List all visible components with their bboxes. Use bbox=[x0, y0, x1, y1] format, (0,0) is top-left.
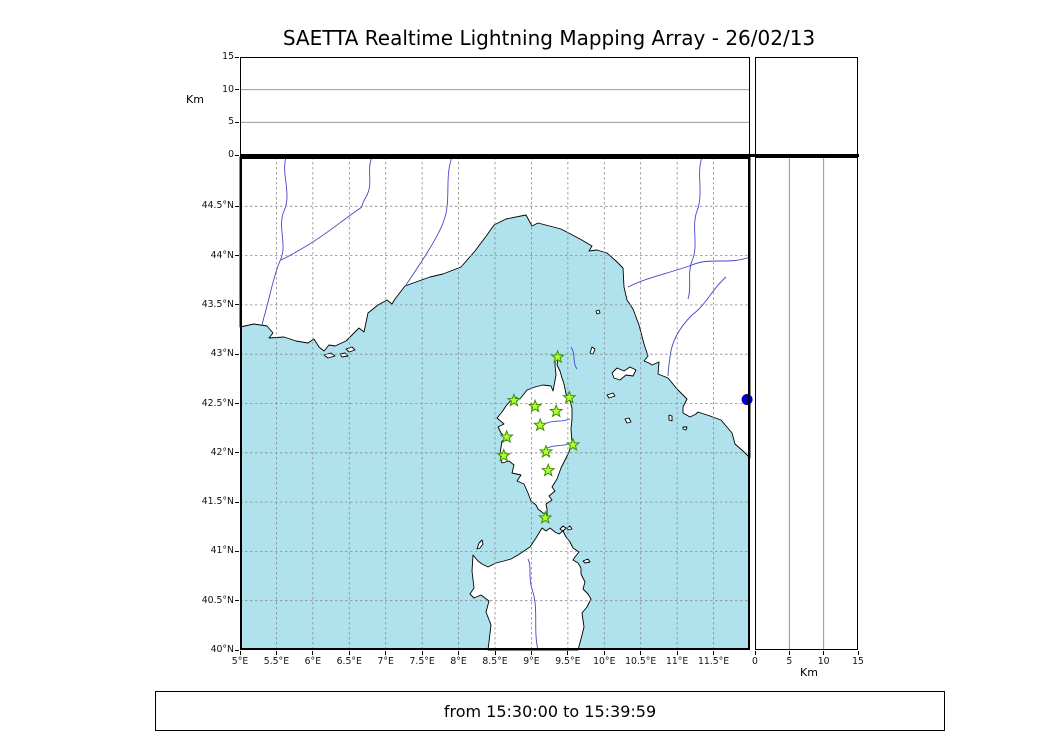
panel-frame bbox=[756, 58, 858, 155]
altitude-tick-mark-bottom bbox=[823, 651, 824, 655]
lat-tick-label: 40.5°N bbox=[162, 595, 234, 607]
lon-tick-mark bbox=[640, 651, 641, 655]
lon-tick-mark bbox=[312, 651, 313, 655]
lon-tick-mark bbox=[422, 651, 423, 655]
lon-tick-label: 10.5°E bbox=[621, 656, 661, 668]
lat-tick-mark bbox=[235, 255, 239, 256]
lon-tick-label: 7.5°E bbox=[402, 656, 442, 668]
gorgona-island bbox=[596, 310, 600, 314]
lon-tick-mark bbox=[713, 651, 714, 655]
lat-tick-mark bbox=[235, 206, 239, 207]
lon-tick-label: 5.5°E bbox=[256, 656, 296, 668]
lon-tick-mark bbox=[604, 651, 605, 655]
altitude-tick-mark-bottom bbox=[789, 651, 790, 655]
lat-tick-label: 41°N bbox=[162, 545, 234, 557]
lon-tick-mark bbox=[385, 651, 386, 655]
panel-frame bbox=[241, 58, 750, 155]
map-panel bbox=[240, 157, 750, 650]
altitude-tick-label-bottom: 5 bbox=[774, 656, 804, 668]
lat-tick-label: 44.5°N bbox=[162, 200, 234, 212]
altitude-tick-label-bottom: 10 bbox=[809, 656, 839, 668]
lat-tick-label: 44°N bbox=[162, 250, 234, 262]
altitude-longitude-panel bbox=[240, 57, 750, 155]
lat-tick-mark bbox=[235, 600, 239, 601]
lat-tick-label: 43.5°N bbox=[162, 299, 234, 311]
giglio-island bbox=[669, 415, 672, 421]
lon-tick-label: 8°E bbox=[439, 656, 479, 668]
lon-tick-mark bbox=[495, 651, 496, 655]
lon-tick-mark bbox=[677, 651, 678, 655]
lat-tick-label: 40°N bbox=[162, 644, 234, 656]
lat-tick-label: 42.5°N bbox=[162, 398, 234, 410]
time-range-text: from 15:30:00 to 15:39:59 bbox=[444, 702, 656, 721]
lon-tick-mark bbox=[349, 651, 350, 655]
altitude-tick-label-bottom: 15 bbox=[843, 656, 873, 668]
lon-tick-label: 8.5°E bbox=[475, 656, 515, 668]
giannutri-island bbox=[683, 427, 687, 430]
lon-tick-label: 7°E bbox=[366, 656, 406, 668]
lat-tick-mark bbox=[235, 403, 239, 404]
lon-tick-label: 6.5°E bbox=[329, 656, 369, 668]
lon-tick-label: 6°E bbox=[293, 656, 333, 668]
lat-tick-mark bbox=[235, 304, 239, 305]
altitude-tick-mark-left bbox=[235, 155, 239, 156]
lat-tick-mark bbox=[235, 650, 239, 651]
altitude-tick-mark-left bbox=[235, 57, 239, 58]
lat-tick-mark bbox=[235, 452, 239, 453]
altitude-tick-mark-left bbox=[235, 89, 239, 90]
altitude-tick-label-left: 0 bbox=[202, 149, 234, 161]
altitude-tick-label-bottom: 0 bbox=[740, 656, 770, 668]
lon-tick-mark bbox=[276, 651, 277, 655]
lightning-mapping-display: SAETTA Realtime Lightning Mapping Array … bbox=[0, 0, 1050, 750]
lon-tick-label: 9.5°E bbox=[548, 656, 588, 668]
page-title: SAETTA Realtime Lightning Mapping Array … bbox=[240, 26, 858, 50]
altitude-tick-label-left: 5 bbox=[202, 116, 234, 128]
lon-tick-label: 11°E bbox=[657, 656, 697, 668]
lon-tick-label: 10°E bbox=[584, 656, 624, 668]
lightning-source-dot bbox=[742, 394, 753, 405]
panel-frame bbox=[756, 158, 858, 650]
lon-tick-mark bbox=[531, 651, 532, 655]
altitude-tick-mark-bottom bbox=[755, 651, 756, 655]
lon-tick-label: 9°E bbox=[511, 656, 551, 668]
altitude-tick-mark-bottom bbox=[858, 651, 859, 655]
lat-tick-label: 43°N bbox=[162, 348, 234, 360]
corner-panel bbox=[755, 57, 858, 155]
lat-tick-mark bbox=[235, 502, 239, 503]
altitude-tick-label-left: 15 bbox=[202, 51, 234, 63]
lon-tick-mark bbox=[567, 651, 568, 655]
lon-tick-label: 5°E bbox=[220, 656, 260, 668]
lon-tick-label: 11.5°E bbox=[694, 656, 734, 668]
lat-tick-mark bbox=[235, 354, 239, 355]
lat-tick-mark bbox=[235, 551, 239, 552]
time-range-box: from 15:30:00 to 15:39:59 bbox=[155, 691, 945, 731]
lat-tick-label: 42°N bbox=[162, 447, 234, 459]
lon-tick-mark bbox=[458, 651, 459, 655]
lat-tick-label: 41.5°N bbox=[162, 496, 234, 508]
frame-divider bbox=[240, 154, 859, 158]
altitude-latitude-panel bbox=[755, 157, 858, 650]
altitude-tick-mark-left bbox=[235, 122, 239, 123]
lon-tick-mark bbox=[240, 651, 241, 655]
altitude-tick-label-left: 10 bbox=[202, 84, 234, 96]
